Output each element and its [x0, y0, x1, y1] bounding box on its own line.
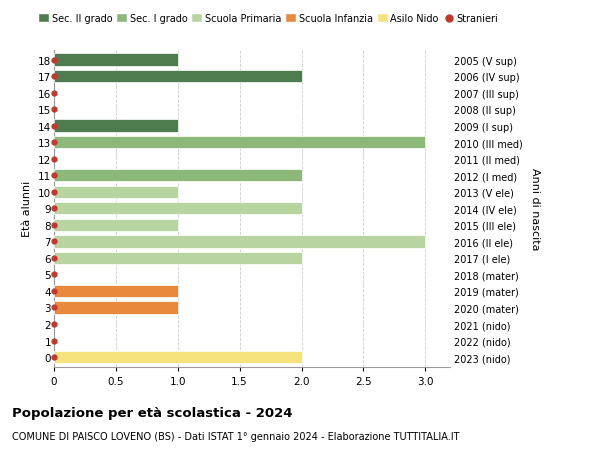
Bar [54, 203, 302, 215]
Bar [54, 71, 302, 83]
Bar [54, 120, 178, 133]
Bar [54, 170, 302, 182]
Bar [54, 285, 178, 297]
Y-axis label: Età alunni: Età alunni [22, 181, 32, 237]
Text: Popolazione per età scolastica - 2024: Popolazione per età scolastica - 2024 [12, 406, 293, 419]
Bar [54, 137, 425, 149]
Bar [54, 302, 178, 314]
Y-axis label: Anni di nascita: Anni di nascita [530, 168, 539, 250]
Bar [54, 235, 425, 248]
Bar [54, 186, 178, 199]
Bar [54, 54, 178, 67]
Bar [54, 252, 302, 264]
Text: COMUNE DI PAISCO LOVENO (BS) - Dati ISTAT 1° gennaio 2024 - Elaborazione TUTTITA: COMUNE DI PAISCO LOVENO (BS) - Dati ISTA… [12, 431, 460, 442]
Bar [54, 219, 178, 231]
Bar [54, 351, 302, 364]
Legend: Sec. II grado, Sec. I grado, Scuola Primaria, Scuola Infanzia, Asilo Nido, Stran: Sec. II grado, Sec. I grado, Scuola Prim… [39, 14, 498, 24]
